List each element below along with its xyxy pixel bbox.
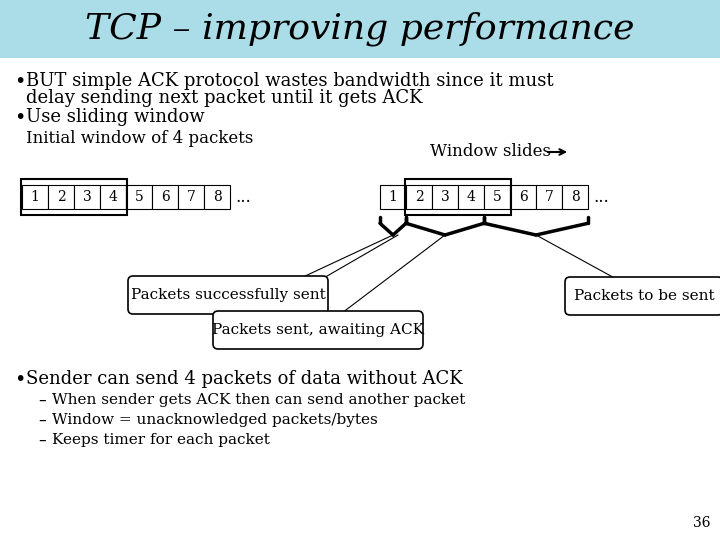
- Bar: [21, 179, 127, 215]
- Text: ...: ...: [593, 188, 608, 206]
- Bar: [484, 185, 510, 209]
- Bar: [510, 185, 536, 209]
- Text: Packets successfully sent: Packets successfully sent: [130, 288, 325, 302]
- Text: 36: 36: [693, 516, 710, 530]
- Bar: [48, 185, 74, 209]
- Text: 6: 6: [161, 190, 169, 204]
- Bar: [0, 0, 720, 58]
- FancyBboxPatch shape: [565, 277, 720, 315]
- Text: 4: 4: [109, 190, 117, 204]
- Text: Keeps timer for each packet: Keeps timer for each packet: [52, 433, 270, 447]
- Bar: [126, 185, 152, 209]
- Text: •: •: [14, 108, 25, 127]
- Text: Window slides: Window slides: [430, 144, 551, 160]
- Text: –: –: [38, 433, 45, 448]
- FancyBboxPatch shape: [213, 311, 423, 349]
- Text: 3: 3: [441, 190, 449, 204]
- Text: Window = unacknowledged packets/bytes: Window = unacknowledged packets/bytes: [52, 413, 378, 427]
- Bar: [178, 185, 204, 209]
- Text: ...: ...: [235, 188, 251, 206]
- Text: 5: 5: [492, 190, 501, 204]
- Bar: [204, 185, 230, 209]
- Text: 1: 1: [389, 190, 397, 204]
- Bar: [100, 185, 126, 209]
- Text: 8: 8: [212, 190, 221, 204]
- Text: –: –: [38, 413, 45, 428]
- Text: Initial window of 4 packets: Initial window of 4 packets: [26, 130, 253, 147]
- Text: –: –: [38, 393, 45, 408]
- Text: BUT simple ACK protocol wastes bandwidth since it must: BUT simple ACK protocol wastes bandwidth…: [26, 72, 554, 90]
- Bar: [562, 185, 588, 209]
- Bar: [406, 185, 432, 209]
- Bar: [74, 185, 100, 209]
- Text: 4: 4: [467, 190, 475, 204]
- Bar: [432, 185, 458, 209]
- FancyBboxPatch shape: [128, 276, 328, 314]
- Bar: [536, 185, 562, 209]
- Text: 7: 7: [544, 190, 554, 204]
- Text: 5: 5: [135, 190, 143, 204]
- Bar: [405, 179, 511, 215]
- Text: When sender gets ACK then can send another packet: When sender gets ACK then can send anoth…: [52, 393, 465, 407]
- Text: •: •: [14, 72, 25, 91]
- Bar: [22, 185, 48, 209]
- Text: •: •: [14, 370, 25, 389]
- Bar: [380, 185, 406, 209]
- Text: TCP – improving performance: TCP – improving performance: [85, 12, 635, 46]
- Text: Sender can send 4 packets of data without ACK: Sender can send 4 packets of data withou…: [26, 370, 463, 388]
- Text: 1: 1: [30, 190, 40, 204]
- Text: 8: 8: [571, 190, 580, 204]
- Text: 7: 7: [186, 190, 195, 204]
- Text: 6: 6: [518, 190, 527, 204]
- Text: delay sending next packet until it gets ACK: delay sending next packet until it gets …: [26, 89, 423, 107]
- Text: Packets to be sent: Packets to be sent: [574, 289, 714, 303]
- Bar: [152, 185, 178, 209]
- Text: Packets sent, awaiting ACK: Packets sent, awaiting ACK: [212, 323, 424, 337]
- Text: 2: 2: [57, 190, 66, 204]
- Bar: [458, 185, 484, 209]
- Text: Use sliding window: Use sliding window: [26, 108, 204, 126]
- Text: 3: 3: [83, 190, 91, 204]
- Text: 2: 2: [415, 190, 423, 204]
